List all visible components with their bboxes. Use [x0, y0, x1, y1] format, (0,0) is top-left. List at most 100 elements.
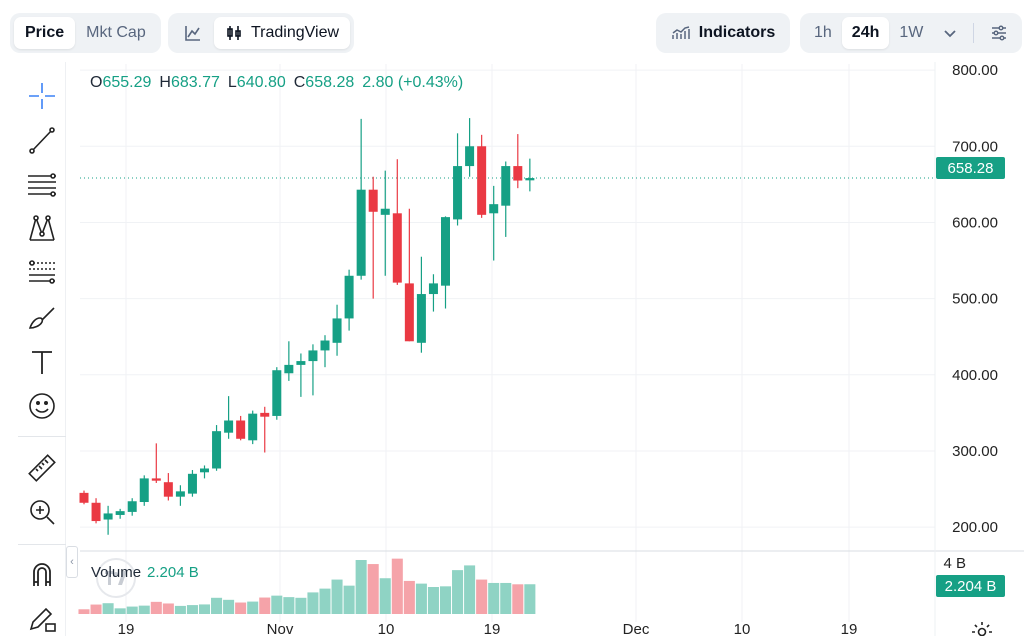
candle-body [513, 166, 523, 181]
gear-icon[interactable] [970, 620, 994, 636]
x-axis-tick-label: 10 [378, 621, 395, 636]
timeframe-divider [973, 23, 974, 43]
candle-body [151, 478, 161, 481]
pattern-icon [29, 215, 55, 241]
tradingview-mode-button[interactable]: TradingView [214, 17, 351, 49]
volume-bar [174, 605, 186, 614]
candle-body [320, 340, 330, 351]
candle-body [368, 189, 378, 212]
horizontal-lines-tool[interactable] [20, 162, 64, 206]
timeframe-24h[interactable]: 24h [841, 17, 890, 49]
zoom-in-tool[interactable] [20, 490, 64, 534]
candle-body [175, 491, 185, 497]
brush-tool[interactable] [20, 296, 64, 340]
candle-body [248, 413, 258, 441]
price-mktcap-toggle: Price Mkt Cap [10, 13, 161, 53]
candle-body [380, 208, 390, 215]
candlestick-icon [227, 26, 241, 40]
volume-bar [102, 603, 114, 614]
ohlc-close-value: 658.28 [305, 74, 355, 91]
pattern-tool[interactable] [20, 206, 64, 250]
x-axis-tick-label: 19 [118, 621, 135, 636]
candle-body [465, 146, 475, 167]
ohlc-high-label: H [159, 74, 171, 91]
volume-legend: Volume 2.204 B [91, 564, 199, 581]
line-chart-mode-button[interactable] [172, 17, 214, 49]
candle-body [224, 420, 234, 433]
timeframe-1w[interactable]: 1W [899, 24, 924, 41]
fib-retracement-tool[interactable] [20, 250, 64, 294]
ohlc-low-value: 640.80 [236, 74, 286, 91]
trend-line-tool[interactable] [20, 118, 64, 162]
tradingview-label: TradingView [251, 24, 340, 41]
volume-bar [114, 608, 126, 614]
magnet-tool[interactable] [20, 552, 64, 596]
emoji-tool[interactable] [20, 384, 64, 428]
volume-axis-label: 4 B [943, 555, 966, 572]
volume-bar [283, 597, 295, 614]
volume-bar [295, 597, 307, 614]
y-axis-tick-label: 200.00 [952, 519, 998, 536]
volume-bar [186, 605, 198, 614]
candle-body [441, 217, 450, 286]
tab-mkt-cap[interactable]: Mkt Cap [86, 24, 146, 41]
timeframe-1h[interactable]: 1h [814, 24, 832, 41]
ohlc-low-label: L [227, 74, 237, 91]
sliders-icon [992, 25, 1006, 41]
indicators-button[interactable]: Indicators [660, 17, 786, 49]
candle-body [332, 318, 342, 343]
magnet-icon [33, 563, 51, 586]
volume-bar [162, 603, 174, 614]
candle-body [489, 204, 499, 214]
volume-bar [90, 604, 102, 614]
ruler-icon [28, 454, 56, 482]
indicators-button-wrap: Indicators [656, 13, 790, 53]
candle-body [296, 361, 306, 365]
volume-bar [78, 609, 90, 614]
candle-body [477, 146, 487, 215]
volume-bar [343, 585, 355, 614]
volume-label: Volume [91, 564, 142, 581]
volume-bar [439, 586, 452, 614]
volume-bar [488, 582, 500, 614]
toolbar-divider [18, 436, 66, 437]
y-axis-tick-label: 800.00 [952, 62, 998, 79]
tab-price[interactable]: Price [14, 17, 76, 49]
indicators-icon [672, 26, 690, 39]
zoom-in-icon [30, 500, 55, 525]
volume-bar [211, 597, 223, 614]
candle-body [404, 283, 414, 342]
pencil-lock-tool[interactable] [20, 596, 64, 636]
candle-body [163, 482, 173, 497]
brush-icon [28, 307, 55, 329]
indicators-label: Indicators [698, 24, 776, 41]
candle-body [200, 468, 209, 473]
crosshair-tool[interactable] [20, 74, 64, 118]
horizontal-lines-icon [28, 173, 56, 197]
candle-body [428, 283, 438, 295]
volume-value-tag: 2.204 B [936, 575, 1005, 597]
x-axis-tick-label: Dec [623, 621, 650, 636]
ruler-tool[interactable] [20, 446, 64, 490]
chart-settings-button[interactable] [980, 17, 1018, 49]
toolbar-collapse-button[interactable]: ‹ [66, 546, 78, 578]
ohlc-open-label: O [90, 74, 103, 91]
text-icon [32, 351, 52, 374]
crosshair-icon [29, 83, 55, 109]
pencil-lock-icon [29, 607, 56, 632]
drawing-toolbar [0, 62, 66, 636]
volume-bar [500, 582, 512, 614]
candle-body [453, 166, 463, 220]
timeframe-more-button[interactable] [933, 17, 967, 49]
volume-bar [259, 597, 271, 614]
candle-body [392, 213, 402, 283]
candle-body [212, 431, 222, 469]
volume-bar [307, 592, 319, 614]
text-tool[interactable] [20, 340, 64, 384]
candle-body [187, 473, 197, 494]
volume-bar [427, 587, 439, 614]
volume-bar [512, 584, 524, 614]
current-price-tag: 658.28 [936, 157, 1005, 179]
candle-body [308, 350, 318, 362]
